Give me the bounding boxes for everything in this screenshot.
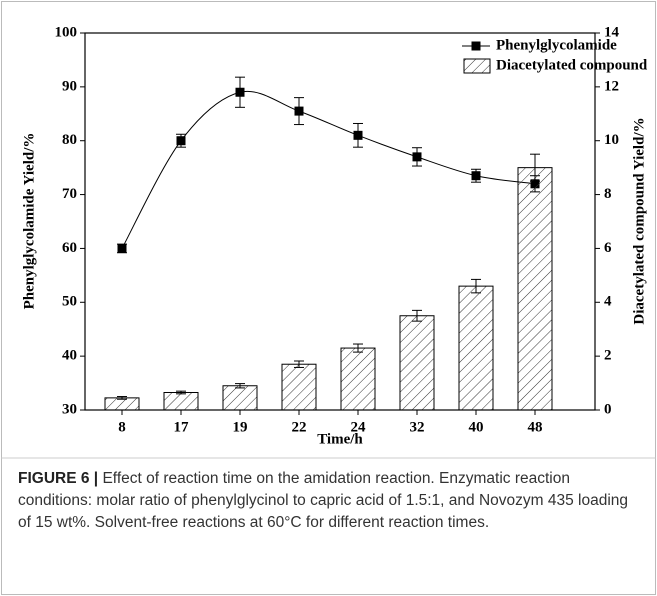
bar: [458, 285, 494, 411]
marker: [117, 243, 127, 253]
bar: [399, 315, 435, 411]
y2-tick-label: 14: [604, 24, 620, 40]
x-tick-label: 32: [410, 419, 425, 435]
bar: [340, 347, 376, 411]
marker: [412, 152, 422, 162]
x-tick-label: 17: [174, 419, 190, 435]
x-tick-label: 40: [469, 419, 484, 435]
error-bar: [294, 360, 304, 368]
caption: FIGURE 6 | Effect of reaction time on th…: [18, 468, 640, 534]
y-axis-label: Phenylglycolamide Yield/%: [21, 133, 37, 310]
y-tick-label: 30: [62, 401, 77, 417]
y2-tick-label: 8: [604, 186, 612, 202]
y2-axis-label: Diacetylated compound Yield/%: [631, 117, 647, 324]
line: [121, 90, 536, 249]
marker: [353, 130, 363, 140]
marker: [471, 171, 481, 181]
error-bar: [530, 153, 540, 182]
y2-tick-label: 12: [604, 78, 619, 94]
y-tick-label: 60: [62, 240, 77, 256]
error-bar: [412, 309, 422, 322]
caption-text: Effect of reaction time on the amidation…: [18, 470, 629, 531]
bar: [163, 391, 199, 411]
legend-marker: [471, 41, 481, 51]
caption-label: FIGURE 6 |: [18, 470, 99, 487]
error-bar: [117, 396, 127, 400]
x-tick-label: 24: [351, 419, 367, 435]
x-tick-label: 48: [528, 419, 543, 435]
marker: [176, 136, 186, 146]
x-tick-label: 22: [292, 419, 307, 435]
y-tick-label: 70: [62, 186, 77, 202]
legend-swatch: [463, 58, 491, 74]
x-axis-label: Time/h: [317, 431, 363, 447]
marker: [235, 87, 245, 97]
y2-tick-label: 0: [604, 401, 612, 417]
legend-label: Diacetylated compound: [496, 57, 648, 73]
bar: [222, 385, 258, 411]
error-bar: [176, 390, 186, 395]
y-tick-label: 90: [62, 78, 77, 94]
legend-label: Phenylglycolamide: [496, 37, 617, 53]
y2-tick-label: 4: [604, 294, 612, 310]
bar: [281, 363, 317, 411]
bar: [517, 167, 553, 411]
x-tick-label: 8: [118, 419, 126, 435]
y2-tick-label: 6: [604, 240, 612, 256]
y-tick-label: 100: [55, 24, 78, 40]
error-bar: [471, 278, 481, 294]
y-tick-label: 40: [62, 348, 77, 364]
marker: [294, 106, 304, 116]
error-bar: [353, 343, 363, 353]
y2-tick-label: 10: [604, 132, 619, 148]
y-tick-label: 80: [62, 132, 77, 148]
x-tick-label: 19: [233, 419, 248, 435]
error-bar: [235, 383, 245, 389]
y-tick-label: 50: [62, 294, 77, 310]
plot-frame: [84, 32, 596, 411]
y2-tick-label: 2: [604, 348, 612, 364]
